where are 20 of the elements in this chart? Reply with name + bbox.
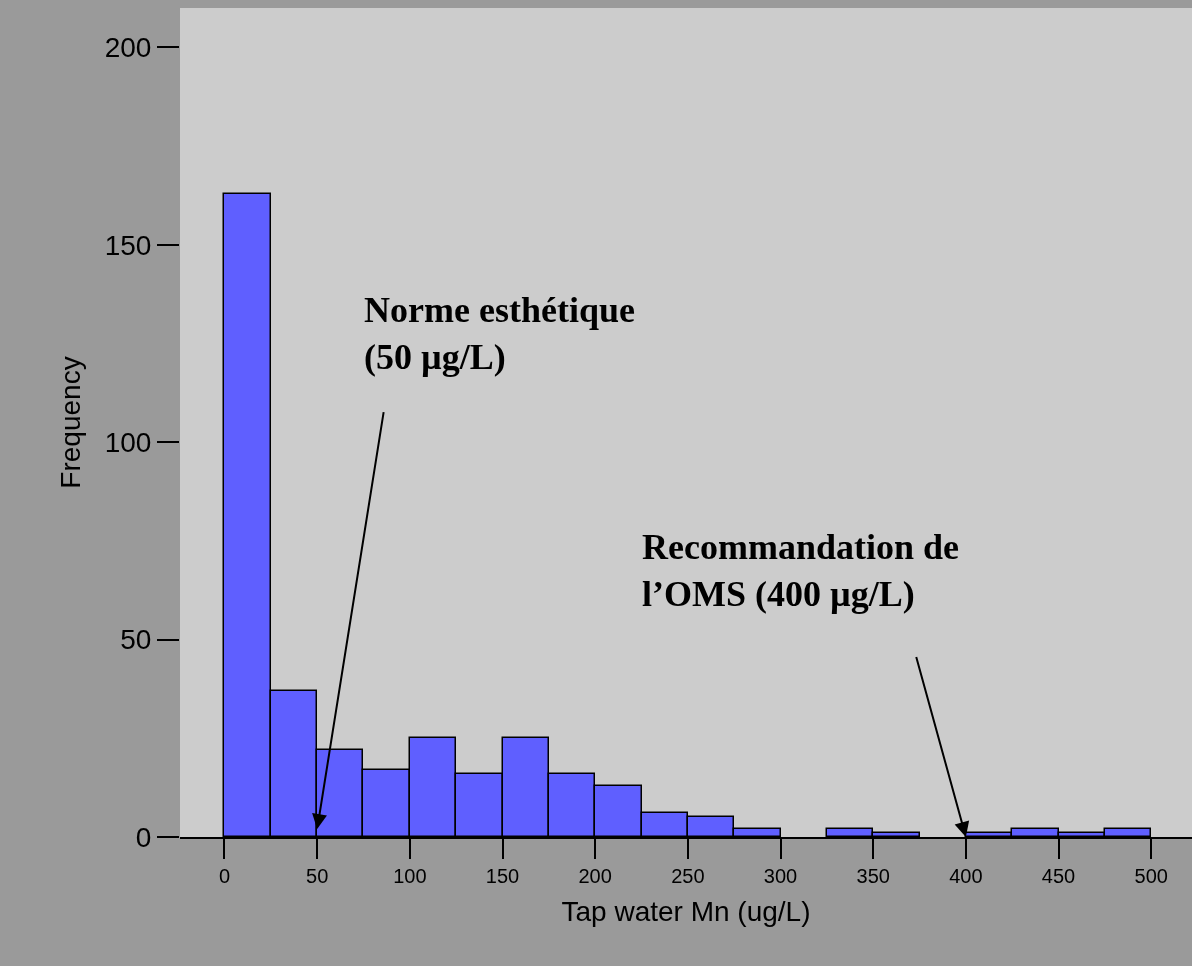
x-tick-label: 400 xyxy=(949,865,983,887)
y-tick-label: 50 xyxy=(120,624,152,656)
x-tick-label: 450 xyxy=(1041,865,1076,887)
x-tick-label: 100 xyxy=(393,865,427,887)
y-tick-label: 0 xyxy=(135,821,152,853)
y-tick-label: 200 xyxy=(104,32,152,64)
x-tick-label: 300 xyxy=(763,865,798,887)
annotation: Recommandation de l’OMS (400 µg/L) xyxy=(642,527,960,614)
annotation: Norme esthétique (50 µg/L) xyxy=(364,290,635,377)
x-tick-label: 500 xyxy=(1134,865,1168,887)
x-tick-label: 250 xyxy=(671,865,705,887)
x-tick-label: 0 xyxy=(218,865,231,887)
x-tick-label: 200 xyxy=(578,865,612,887)
y-axis-title: Frequency xyxy=(55,356,87,489)
x-tick-label: 50 xyxy=(306,865,329,887)
x-axis-title: Tap water Mn (ug/L) xyxy=(561,895,811,927)
x-tick-label: 150 xyxy=(485,865,520,887)
y-tick-label: 100 xyxy=(104,427,152,459)
x-tick-label: 350 xyxy=(856,865,890,887)
y-tick-label: 150 xyxy=(104,229,152,261)
